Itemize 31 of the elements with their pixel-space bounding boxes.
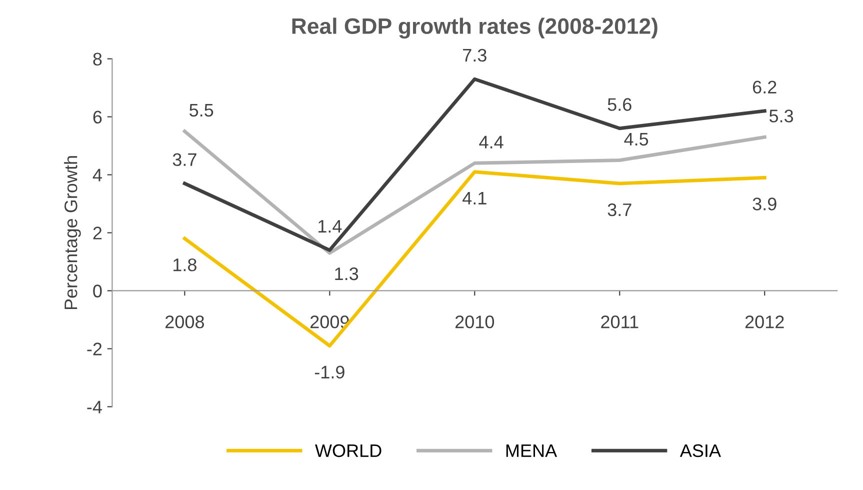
y-tick-label: -4: [87, 400, 102, 414]
data-label: 4.5: [624, 132, 648, 146]
data-label: 6.2: [752, 80, 776, 94]
data-label: 4.1: [462, 192, 486, 204]
x-tick-label: 2008: [166, 316, 204, 328]
x-tick-label: 2010: [455, 316, 494, 328]
y-tick-label: 6: [93, 110, 102, 124]
y-tick-label: 2: [93, 226, 102, 240]
legend-label: WORLD: [315, 444, 382, 458]
data-label: 5.3: [769, 110, 794, 122]
data-label: 3.9: [752, 198, 776, 210]
data-label: 1.4: [318, 220, 342, 233]
y-tick-label: 0: [93, 284, 102, 298]
x-tick-label: 2011: [601, 316, 638, 328]
chart-title: Real GDP growth rates (2008-2012): [292, 18, 658, 39]
data-label: 3.7: [608, 203, 632, 216]
data-label: 1.8: [174, 258, 196, 272]
data-label: 4.4: [479, 136, 504, 148]
data-label: 7.3: [463, 48, 486, 62]
data-label: -1.9: [314, 366, 344, 379]
data-label: 1.3: [335, 267, 358, 280]
data-label: 5.6: [608, 98, 632, 111]
data-label: 5.5: [190, 104, 214, 117]
y-tick-label: 4: [92, 168, 102, 182]
x-tick-label: 2012: [745, 316, 784, 328]
legend-label: MENA: [506, 444, 558, 457]
y-axis-title: Percentage Growth: [64, 156, 81, 310]
legend-label: ASIA: [680, 444, 721, 458]
y-tick-label: -2: [87, 342, 102, 356]
y-tick-label: 8: [93, 52, 102, 66]
data-label: 3.7: [172, 153, 196, 166]
